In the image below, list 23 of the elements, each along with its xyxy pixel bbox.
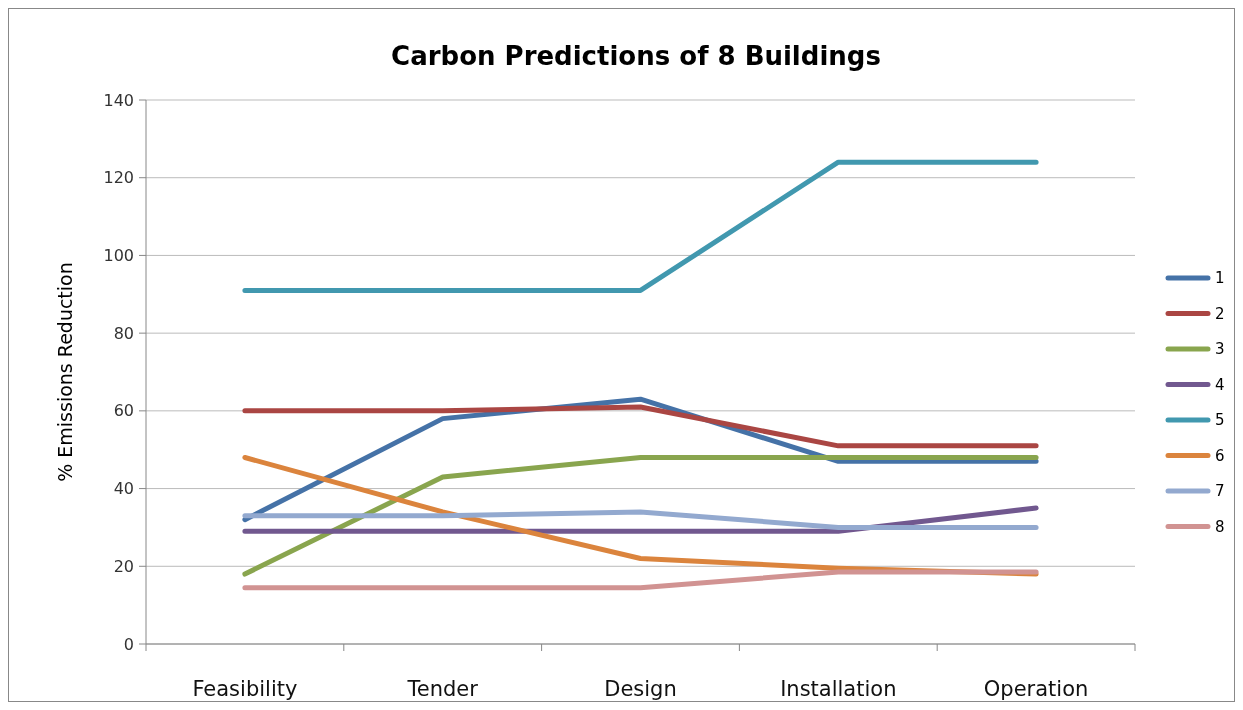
legend-label: 4 — [1215, 375, 1225, 394]
y-tick-label: 0 — [123, 634, 134, 654]
y-tick-label: 40 — [113, 479, 134, 499]
x-tick-label: Design — [604, 677, 677, 701]
y-tick-label: 140 — [103, 90, 134, 110]
x-tick-label: Feasibility — [192, 677, 298, 701]
legend-label: 8 — [1215, 517, 1225, 536]
y-tick-label: 20 — [113, 556, 134, 576]
x-tick-label: Installation — [780, 677, 897, 701]
legend-label: 3 — [1215, 340, 1225, 359]
y-tick-label: 80 — [113, 323, 134, 343]
x-tick-label: Tender — [406, 677, 479, 701]
y-tick-label: 120 — [103, 168, 134, 188]
y-axis-title: % Emissions Reduction — [54, 262, 76, 482]
x-tick-label: Operation — [983, 677, 1089, 701]
legend-label: 7 — [1215, 482, 1225, 501]
legend-label: 1 — [1215, 269, 1225, 288]
y-tick-label: 60 — [113, 401, 134, 421]
legend-label: 5 — [1215, 411, 1225, 430]
legend-label: 6 — [1215, 446, 1225, 465]
y-tick-label: 100 — [103, 246, 134, 266]
legend-label: 2 — [1215, 304, 1225, 323]
chart-title: Carbon Predictions of 8 Buildings — [391, 41, 881, 71]
